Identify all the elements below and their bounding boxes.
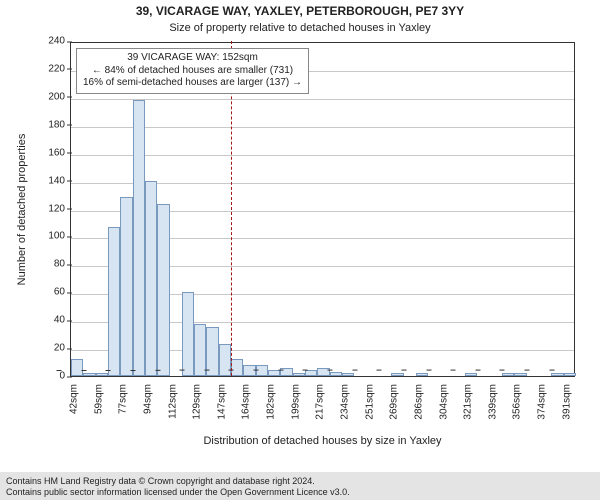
x-tick: 374sqm (531, 376, 548, 420)
histogram-bar (280, 368, 292, 376)
histogram-bar (219, 344, 231, 376)
x-axis-label: Distribution of detached houses by size … (70, 435, 575, 447)
histogram-bar (145, 181, 157, 376)
y-tick: 220 (48, 63, 71, 74)
chart-title: 39, VICARAGE WAY, YAXLEY, PETERBOROUGH, … (0, 4, 600, 18)
histogram-bar (231, 359, 243, 376)
y-axis-label: Number of detached properties (16, 42, 28, 377)
x-tick: 321sqm (457, 376, 474, 420)
y-tick: 240 (48, 36, 71, 47)
histogram-bar (206, 327, 218, 376)
histogram-bar (194, 324, 206, 376)
x-tick: 199sqm (284, 376, 301, 420)
x-tick: 269sqm (383, 376, 400, 420)
y-tick: 20 (54, 343, 71, 354)
x-tick: 217sqm (309, 376, 326, 420)
y-tick: 140 (48, 175, 71, 186)
y-tick: 160 (48, 147, 71, 158)
x-tick: 59sqm (87, 376, 104, 414)
x-tick: 182sqm (260, 376, 277, 420)
annotation-line: 39 VICARAGE WAY: 152sqm (83, 52, 302, 65)
histogram-bar (108, 227, 120, 376)
x-tick: 112sqm (161, 376, 178, 419)
y-tick: 200 (48, 91, 71, 102)
x-tick: 77sqm (112, 376, 129, 414)
gridline (71, 99, 574, 100)
footer: Contains HM Land Registry data © Crown c… (0, 472, 600, 500)
histogram-bar (182, 292, 194, 376)
histogram-bar (133, 100, 145, 376)
x-tick: 94sqm (136, 376, 153, 414)
y-tick: 120 (48, 203, 71, 214)
x-tick: 356sqm (506, 376, 523, 420)
annotation-line: 16% of semi-detached houses are larger (… (83, 77, 302, 90)
x-tick: 42sqm (63, 376, 80, 414)
x-tick: 164sqm (235, 376, 252, 420)
chart-container: 39, VICARAGE WAY, YAXLEY, PETERBOROUGH, … (0, 0, 600, 500)
x-tick: 147sqm (210, 376, 227, 420)
y-tick: 60 (54, 287, 71, 298)
x-tick: 129sqm (186, 376, 203, 420)
footer-line-1: Contains HM Land Registry data © Crown c… (6, 476, 594, 487)
histogram-bar (71, 359, 83, 376)
gridline (71, 155, 574, 156)
x-tick: 286sqm (407, 376, 424, 420)
gridline (71, 127, 574, 128)
x-tick: 234sqm (333, 376, 350, 420)
chart-subtitle: Size of property relative to detached ho… (0, 22, 600, 34)
x-tick: 391sqm (555, 376, 572, 420)
histogram-bar (120, 197, 132, 376)
y-tick: 80 (54, 259, 71, 270)
annotation-box: 39 VICARAGE WAY: 152sqm← 84% of detached… (76, 48, 309, 94)
histogram-bar (317, 368, 329, 376)
x-tick: 339sqm (481, 376, 498, 420)
y-tick: 40 (54, 315, 71, 326)
y-tick: 100 (48, 231, 71, 242)
histogram-bar (157, 204, 169, 376)
x-tick: 304sqm (432, 376, 449, 420)
annotation-line: ← 84% of detached houses are smaller (73… (83, 65, 302, 78)
y-tick: 180 (48, 119, 71, 130)
x-tick: 251sqm (358, 376, 375, 420)
footer-line-2: Contains public sector information licen… (6, 487, 594, 498)
